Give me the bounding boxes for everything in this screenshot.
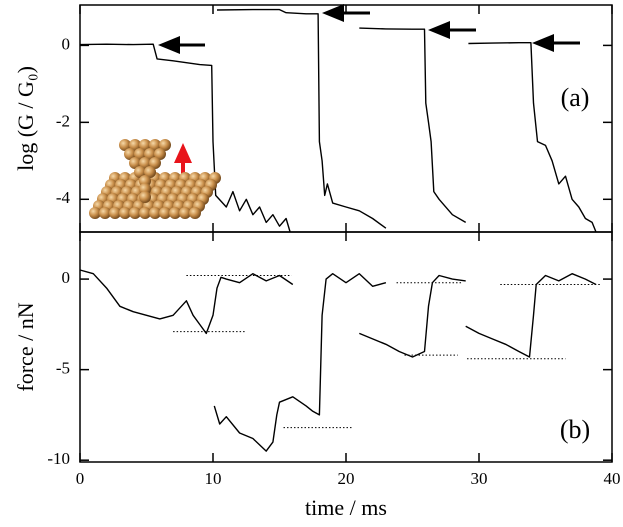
atom (134, 148, 146, 160)
atom (144, 148, 156, 160)
trace (79, 269, 597, 452)
atom (134, 166, 146, 178)
panel-label: (b) (560, 415, 590, 444)
inset-illustration (89, 139, 221, 219)
atom (149, 207, 161, 219)
atom (139, 191, 151, 203)
y-tick-label: -2 (56, 111, 70, 130)
atom (139, 207, 151, 219)
atom (189, 207, 201, 219)
x-tick-label: 20 (338, 469, 355, 488)
atom (169, 207, 181, 219)
y-tick-label: -10 (47, 449, 70, 468)
atom (144, 166, 156, 178)
plot-frame (79, 231, 613, 463)
atom (139, 157, 151, 169)
atom (149, 139, 161, 151)
y-axis-label: log (G / G₀) (13, 66, 38, 171)
atom (129, 207, 141, 219)
atom (129, 157, 141, 169)
atom (159, 207, 171, 219)
y-axis-label: force / nN (13, 302, 38, 391)
x-axis-label: time / ms (305, 495, 387, 520)
atom (139, 139, 151, 151)
atom (99, 207, 111, 219)
atom (149, 157, 161, 169)
x-tick-label: 30 (471, 469, 488, 488)
y-tick-label: -4 (56, 188, 71, 207)
trace (79, 8, 597, 233)
atom (179, 207, 191, 219)
panel-label: (a) (561, 83, 590, 112)
atom (109, 207, 121, 219)
y-tick-label: 0 (62, 268, 71, 287)
x-tick-label: 10 (205, 469, 222, 488)
atom (119, 207, 131, 219)
arrows (158, 4, 580, 54)
y-tick-label: 0 (62, 34, 71, 53)
atom (154, 148, 166, 160)
atom (129, 139, 141, 151)
atom (159, 139, 171, 151)
x-tick-label: 40 (604, 469, 621, 488)
atom (119, 139, 131, 151)
atom (89, 207, 101, 219)
atom (124, 148, 136, 160)
y-tick-label: -5 (56, 359, 70, 378)
x-tick-label: 0 (76, 469, 85, 488)
